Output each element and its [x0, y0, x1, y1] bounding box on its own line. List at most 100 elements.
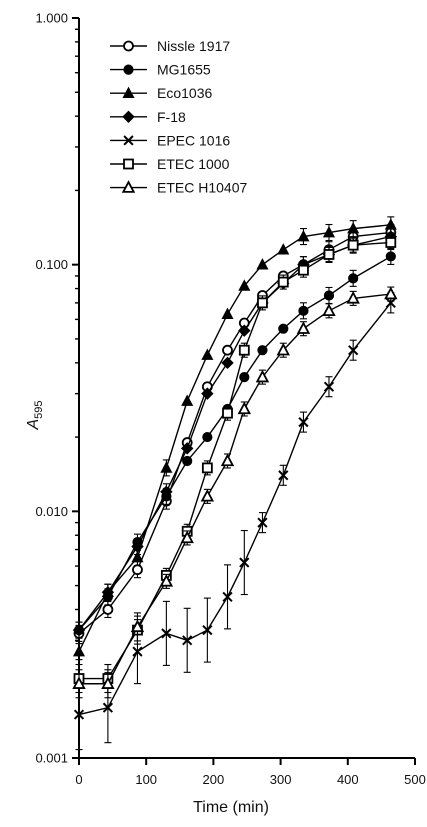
- series-etec-1000: [73, 234, 397, 694]
- data-point: [323, 249, 335, 260]
- filled-triangle-marker: [347, 222, 360, 234]
- data-point: [222, 344, 233, 356]
- x-marker-stroke: [132, 646, 143, 657]
- data-point: [201, 348, 214, 360]
- filled-triangle-marker: [297, 229, 310, 242]
- filled-triangle-marker: [384, 218, 397, 230]
- open-square-marker: [323, 249, 335, 260]
- data-point: [159, 573, 174, 587]
- open-triangle-marker: [346, 290, 360, 304]
- data-point: [346, 290, 360, 304]
- y-tick-label: 0.100: [35, 257, 68, 272]
- x-marker-stroke: [323, 381, 335, 392]
- filled-circle-marker: [323, 290, 335, 301]
- x-tick-label: 500: [404, 772, 426, 787]
- data-point: [101, 676, 115, 689]
- data-point: [101, 586, 115, 599]
- data-point: [161, 628, 172, 639]
- x-marker-stroke: [222, 591, 233, 602]
- data-point: [298, 417, 309, 428]
- data-point: [276, 342, 290, 356]
- open-triangle-marker: [180, 530, 194, 544]
- filled-triangle-marker: [238, 279, 251, 291]
- y-axis-title-subscript: 595: [33, 400, 45, 418]
- data-point: [238, 279, 251, 291]
- legend-item: Nissle 1917: [110, 38, 230, 54]
- open-triangle-marker: [121, 180, 136, 193]
- data-point: [347, 239, 359, 251]
- filled-triangle-marker: [256, 258, 269, 270]
- data-point: [278, 470, 289, 481]
- filled-triangle-marker: [201, 348, 214, 360]
- series-line: [78, 224, 391, 652]
- open-square-marker: [385, 237, 397, 248]
- data-point: [72, 623, 86, 637]
- filled-diamond-marker: [238, 324, 251, 337]
- data-point: [202, 431, 213, 443]
- filled-triangle-marker: [221, 307, 234, 319]
- legend-label: EPEC 1016: [157, 132, 230, 148]
- open-triangle-marker: [322, 303, 336, 317]
- open-triangle-marker: [72, 676, 86, 689]
- filled-diamond-marker: [201, 387, 214, 400]
- y-axis-title-main: A: [25, 419, 42, 431]
- legend-marker: [122, 110, 135, 124]
- x-marker-stroke: [278, 470, 289, 481]
- data-point: [132, 564, 143, 576]
- data-point: [181, 394, 194, 406]
- open-square-marker: [201, 462, 213, 474]
- filled-diamond-marker: [221, 356, 234, 370]
- open-triangle-marker: [220, 453, 235, 467]
- open-square-marker: [222, 407, 233, 419]
- open-triangle-marker: [276, 342, 290, 356]
- data-point: [348, 345, 359, 356]
- filled-triangle-marker: [322, 225, 336, 238]
- data-point: [238, 324, 251, 337]
- data-point: [277, 276, 289, 288]
- filled-diamond-marker: [72, 623, 86, 637]
- x-tick-label: 400: [337, 772, 359, 787]
- legend-marker: [121, 180, 136, 193]
- open-square-marker: [298, 264, 309, 276]
- y-tick-label: 0.001: [35, 751, 68, 766]
- data-point: [384, 286, 398, 300]
- data-point: [348, 273, 359, 284]
- y-tick-label: 0.010: [35, 504, 68, 519]
- filled-triangle-marker: [122, 86, 135, 98]
- filled-diamond-marker: [122, 110, 135, 124]
- legend-item: MG1655: [110, 62, 211, 78]
- data-point: [200, 488, 215, 502]
- filled-diamond-marker: [131, 540, 144, 553]
- data-point: [296, 321, 311, 334]
- x-marker-stroke: [257, 517, 268, 528]
- data-point: [384, 218, 397, 230]
- legend-marker: [122, 86, 135, 98]
- series-mg1655: [73, 247, 396, 639]
- data-point: [239, 372, 250, 383]
- data-point: [347, 222, 360, 234]
- open-circle-marker: [102, 604, 114, 615]
- legend-marker: [123, 40, 134, 52]
- legend-item: EPEC 1016: [110, 132, 230, 148]
- series-line: [78, 255, 392, 631]
- open-square-marker: [123, 158, 134, 170]
- data-point: [322, 225, 336, 238]
- filled-circle-marker: [278, 323, 289, 334]
- x-axis-title: Time (min): [193, 799, 269, 816]
- data-point: [180, 442, 194, 455]
- x-marker-stroke: [102, 702, 114, 713]
- filled-diamond-marker: [101, 586, 115, 599]
- x-marker-stroke: [161, 628, 172, 639]
- series-line: [79, 241, 391, 680]
- legend-marker: [123, 64, 134, 75]
- data-point: [132, 646, 143, 657]
- x-marker-stroke: [123, 135, 134, 146]
- open-triangle-marker: [159, 573, 174, 587]
- filled-circle-marker: [257, 345, 268, 356]
- filled-diamond-marker: [160, 485, 173, 499]
- data-point: [131, 550, 144, 563]
- legend-label: Nissle 1917: [157, 38, 230, 54]
- data-point: [180, 530, 194, 544]
- data-point: [201, 462, 213, 474]
- data-point: [182, 635, 193, 646]
